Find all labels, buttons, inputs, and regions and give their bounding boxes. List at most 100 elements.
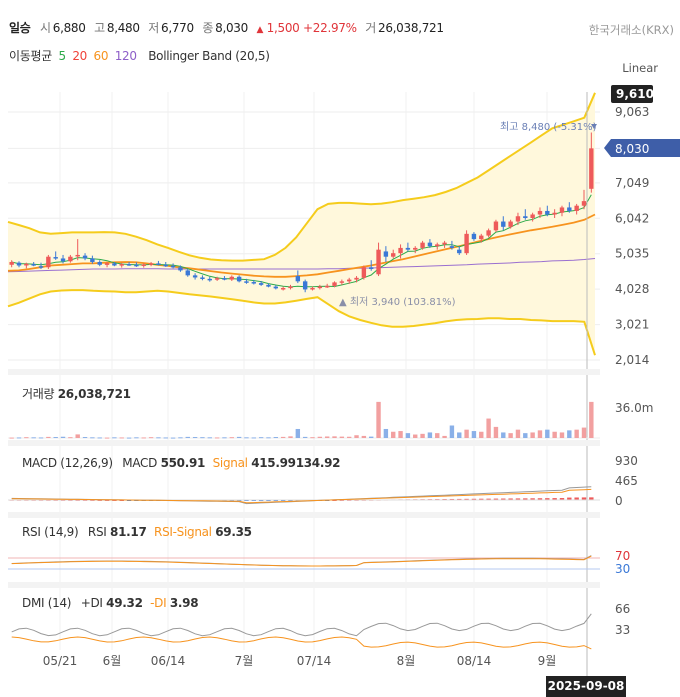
candle-body — [391, 253, 396, 257]
candle-body — [134, 264, 139, 267]
volume-bar — [38, 437, 44, 439]
macd-histogram-bar — [589, 497, 594, 500]
volume-bar — [31, 437, 36, 439]
dmi-axis-label: 33 — [615, 623, 630, 637]
high-value: 8,480 — [106, 21, 140, 35]
volume-bar — [508, 433, 513, 438]
crosshair-date-label: 2025-09-08 — [546, 676, 626, 697]
candle-body — [9, 261, 14, 265]
volume-bar — [119, 437, 124, 439]
macd-axis-label: 930 — [615, 454, 638, 468]
ma-legend[interactable]: 이동평균 5 20 60 120 Bollinger Band (20,5) — [9, 47, 273, 64]
volume-bar — [567, 430, 572, 438]
candle-body — [574, 205, 579, 211]
volume-bar — [530, 432, 535, 438]
volume-bar — [273, 437, 279, 439]
macd-histogram-bar — [493, 498, 499, 500]
volume-bar — [471, 431, 477, 438]
x-axis-label: 8월 — [397, 654, 416, 668]
price-axis-label: 7,049 — [615, 176, 649, 190]
candle-body — [317, 286, 323, 289]
volume-bar — [537, 430, 543, 438]
candle-body — [178, 267, 183, 271]
volume-bar — [449, 425, 455, 438]
volume-bar — [141, 437, 146, 439]
macd-histogram-bar — [486, 498, 491, 500]
candle-body — [273, 286, 279, 289]
volume-pane-value: 26,038,721 — [57, 387, 131, 401]
open-value: 6,880 — [52, 21, 86, 35]
volume-bar — [479, 431, 484, 438]
price-axis-label: 2,014 — [615, 353, 649, 367]
macd-value: 550.91 — [160, 456, 206, 470]
x-axis-label: 07/14 — [297, 654, 332, 668]
open-label: 시 — [40, 21, 51, 35]
bollinger-band-fill — [8, 92, 595, 356]
stock-name: 일승 — [9, 21, 31, 35]
top-value-tag: 9,610 — [616, 87, 654, 101]
volume-bar — [376, 401, 381, 438]
volume-bar — [185, 436, 190, 438]
ma20-line — [7, 213, 596, 278]
x-axis-label: 9월 — [538, 654, 557, 668]
candle-body — [339, 281, 345, 283]
candle-body — [53, 257, 58, 259]
price-axis-label: 6,042 — [615, 211, 649, 225]
volume-bar — [288, 436, 293, 438]
volume-bar — [346, 436, 352, 438]
volume-bar — [405, 433, 411, 438]
ma-60: 60 — [93, 49, 109, 63]
macd-histogram-bar — [545, 498, 550, 500]
volume-bar — [324, 436, 330, 438]
price-axis-label: 9,063 — [615, 105, 649, 119]
candle-body — [457, 249, 462, 254]
volume-bar — [251, 437, 257, 439]
volume-bar — [339, 436, 345, 438]
volume-bar — [192, 437, 198, 439]
rsi-title: RSI (14,9) — [22, 525, 79, 539]
macd-histogram-bar — [479, 498, 484, 500]
candle-body — [420, 242, 425, 248]
volume-bar — [420, 433, 425, 438]
macd-histogram-bar — [515, 498, 521, 500]
volume-bar — [148, 437, 154, 439]
mdi-label: -DI — [150, 596, 167, 610]
volume-bar — [457, 432, 462, 438]
candle-body — [46, 256, 51, 268]
candle-body — [464, 233, 469, 254]
volume-bar — [90, 437, 95, 439]
macd-signal-label: Signal — [212, 456, 248, 470]
rsi-pane-label: RSI (14,9) RSI 81.17 RSI-Signal 69.35 — [22, 525, 252, 539]
change-arrow-icon: ▲ — [256, 25, 264, 35]
change-percent: +22.97% — [303, 21, 357, 35]
candle-body — [398, 247, 403, 254]
volume-bar — [170, 437, 176, 439]
rsi-axis-label-70: 70 — [615, 549, 630, 563]
volume-bar — [493, 426, 499, 438]
candle-body — [141, 264, 146, 266]
candle-body — [471, 233, 477, 240]
volume-bar — [310, 437, 315, 439]
mdi-value: 3.98 — [169, 596, 199, 610]
candle-body — [222, 278, 227, 280]
macd-histogram-bar — [449, 498, 455, 500]
candle-body — [185, 270, 190, 276]
candle-body — [75, 254, 80, 257]
candle-body — [324, 285, 330, 288]
candle-body — [530, 214, 535, 219]
volume-bar — [222, 437, 227, 439]
volume-bar — [383, 428, 389, 438]
scale-mode-toggle[interactable]: Linear — [622, 61, 658, 75]
close-label: 종 — [202, 21, 214, 35]
candle-body — [24, 263, 29, 266]
x-axis-label: 6월 — [103, 654, 122, 668]
macd-histogram-bar — [567, 497, 572, 500]
macd-pane-label: MACD (12,26,9) MACD 550.91 Signal 415.99… — [22, 456, 341, 470]
candle-body — [346, 279, 352, 282]
volume-axis-label: 36.0m — [615, 401, 653, 415]
candle-body — [192, 275, 198, 278]
last-price-tag: 8,030 — [615, 142, 649, 156]
price-axis-label: 3,021 — [615, 318, 649, 332]
ma120-line — [7, 258, 596, 273]
